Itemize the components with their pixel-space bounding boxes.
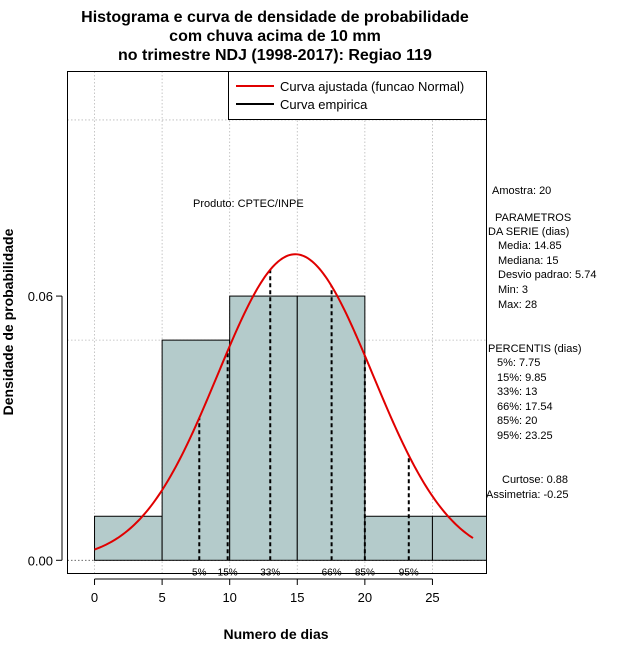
normal-curve — [94, 253, 474, 551]
legend-label-empirical: Curva empirica — [280, 97, 368, 112]
percentile-lines: 5% 15% 33% 66% 85% 95% — [192, 269, 419, 578]
chart-title-line-1: Histograma e curva de densidade de proba… — [81, 9, 469, 26]
stat-p33: 33%: 13 — [497, 386, 537, 398]
stat-desvio: Desvio padrao: 5.74 — [498, 269, 596, 281]
stat-p66: 66%: 17.54 — [497, 401, 553, 413]
histogram-bar-1 — [161, 339, 231, 561]
y-tick-label-0: 0.00 — [28, 553, 53, 568]
statistics-panel: Amostra: 20 PARAMETROS DA SERIE (dias) M… — [486, 185, 596, 501]
percentile-label-3: 66% — [322, 567, 342, 578]
stat-mediana: Mediana: 15 — [498, 255, 559, 267]
stat-amostra: Amostra: 20 — [492, 185, 551, 197]
axes: 0 5 10 15 20 25 0.00 0.06 — [28, 289, 440, 605]
percentile-label-2: 33% — [260, 567, 280, 578]
stat-p95: 95%: 23.25 — [497, 430, 553, 442]
y-axis-title: Densidade de probabilidade — [0, 228, 16, 415]
x-tick-label-20: 20 — [358, 590, 372, 605]
percentile-label-0: 5% — [192, 567, 207, 578]
x-tick-label-25: 25 — [425, 590, 439, 605]
product-label: Produto: CPTEC/INPE — [193, 198, 304, 210]
stat-media: Media: 14.85 — [498, 240, 562, 252]
stat-p5: 5%: 7.75 — [497, 357, 540, 369]
percentile-label-5: 95% — [399, 567, 419, 578]
y-tick-label-1: 0.06 — [28, 289, 53, 304]
x-tick-label-10: 10 — [222, 590, 236, 605]
chart-title-line-3: no trimestre NDJ (1998-2017): Regiao 119 — [118, 47, 432, 64]
legend-box — [228, 71, 487, 120]
histogram-bar-2 — [229, 295, 298, 561]
histogram-bar-5 — [431, 515, 488, 561]
x-tick-label-15: 15 — [290, 590, 304, 605]
histogram-bar-4 — [364, 515, 433, 561]
stat-param-title-1: PARAMETROS — [495, 212, 571, 224]
stat-max: Max: 28 — [498, 299, 537, 311]
x-tick-label-0: 0 — [91, 590, 98, 605]
percentile-label-4: 85% — [355, 567, 375, 578]
stat-p85: 85%: 20 — [497, 415, 537, 427]
stat-param-title-2: DA SERIE (dias) — [488, 226, 569, 238]
chart-title-line-2: com chuva acima de 10 mm — [169, 28, 381, 45]
stat-min: Min: 3 — [498, 284, 528, 296]
x-tick-label-5: 5 — [158, 590, 165, 605]
histogram-bars — [94, 295, 488, 561]
stat-curtose: Curtose: 0.88 — [502, 474, 568, 486]
stat-percentis-title: PERCENTIS (dias) — [488, 343, 582, 355]
stat-assimetria: Assimetria: -0.25 — [486, 489, 569, 501]
percentile-label-1: 15% — [218, 567, 238, 578]
legend: Curva ajustada (funcao Normal) Curva emp… — [228, 71, 487, 120]
histogram-bar-0 — [94, 515, 163, 561]
legend-label-normal: Curva ajustada (funcao Normal) — [280, 79, 464, 94]
stat-p15: 15%: 9.85 — [497, 372, 547, 384]
x-axis-title: Numero de dias — [223, 626, 328, 642]
